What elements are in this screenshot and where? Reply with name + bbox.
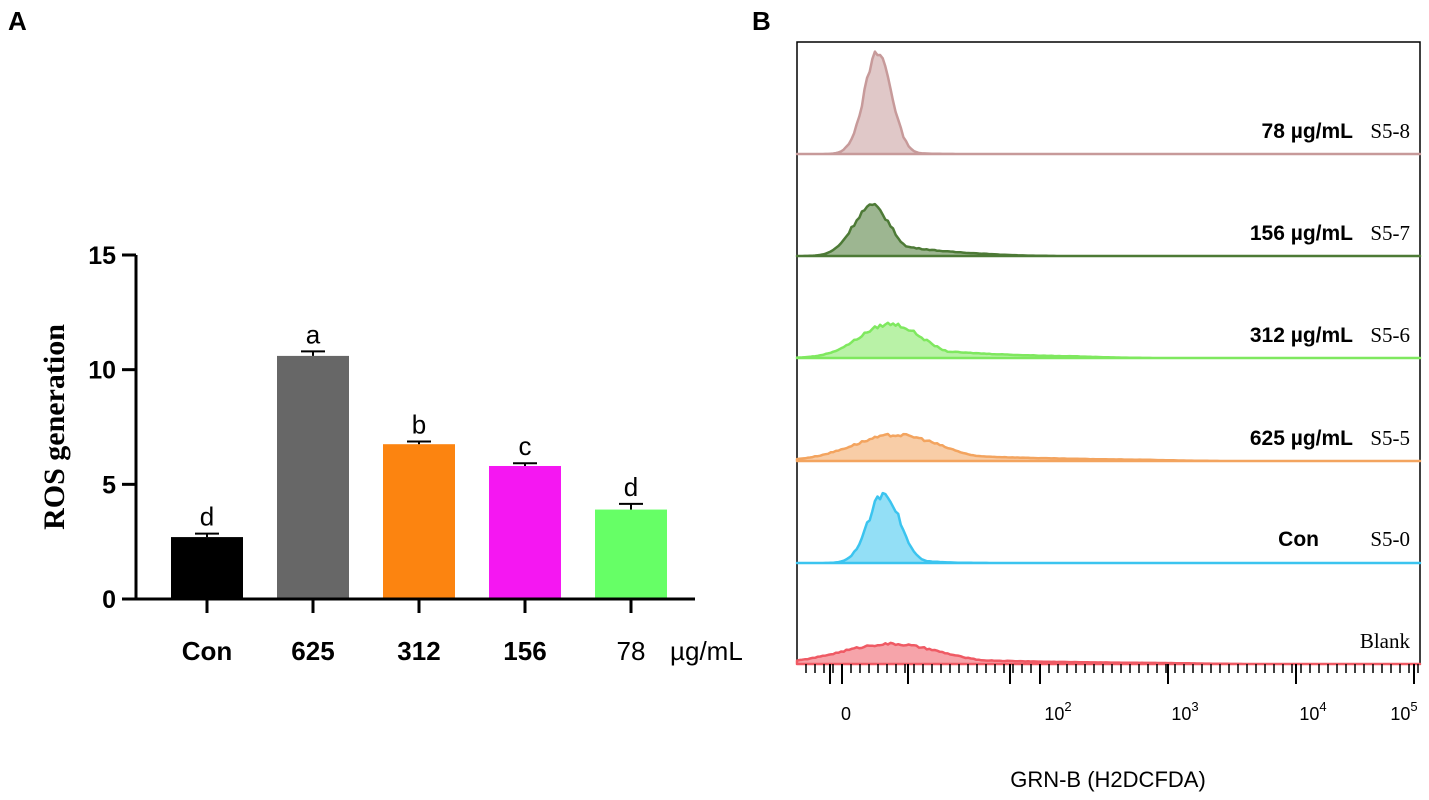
histogram-curve — [795, 202, 1422, 258]
sample-label: S5-5 — [1370, 426, 1410, 450]
sample-label: S5-7 — [1370, 221, 1410, 245]
error-bars-group — [195, 350, 643, 538]
x-ticks: Con 625 312 156 78 — [182, 599, 646, 666]
bars-group — [171, 355, 667, 599]
significance-letter: b — [412, 409, 426, 439]
x-tick-label: 0 — [841, 704, 851, 724]
dose-label: 625 µg/mL — [1250, 427, 1353, 450]
y-tick-label: 15 — [88, 242, 116, 270]
unit-label: µg/mL — [670, 636, 743, 666]
significance-letters: d a b c d — [200, 319, 638, 531]
x-tick-labels: 0 102 103 104 105 — [841, 699, 1418, 724]
significance-letter: d — [200, 502, 214, 532]
dose-label: 312 µg/mL — [1250, 324, 1353, 347]
histogram-S5-7: 156 µg/mL S5-7 — [795, 202, 1422, 258]
y-tick-label: 10 — [88, 357, 116, 385]
category-label: 78 — [617, 636, 646, 666]
bar-Con — [171, 537, 243, 599]
histogram-S5-5: 625 µg/mL S5-5 — [795, 426, 1422, 463]
histogram-series: 78 µg/mL S5-8 156 µg/mL S5-7 312 µg/mL S5-6 62… — [795, 50, 1422, 666]
category-label: Con — [182, 636, 233, 666]
category-label: 625 — [291, 636, 334, 666]
sample-label: S5-8 — [1370, 119, 1410, 143]
x-minor-ticks — [805, 664, 1419, 684]
histogram-S5-6: 312 µg/mL S5-6 — [795, 321, 1422, 360]
x-tick-label: 102 — [1044, 699, 1071, 724]
histogram-Blank: Blank — [795, 629, 1422, 666]
panel-a-label: A — [8, 6, 27, 36]
y-tick-label: 5 — [102, 471, 116, 499]
significance-letter: a — [306, 319, 321, 349]
histogram-curve — [795, 432, 1422, 463]
dose-label: 156 µg/mL — [1250, 222, 1353, 245]
category-label: 312 — [397, 636, 440, 666]
category-label: 156 — [503, 636, 546, 666]
significance-letter: d — [624, 472, 638, 502]
histogram-curve — [795, 50, 1422, 156]
y-ticks: 0 5 10 15 — [88, 242, 136, 614]
histogram-S5-0: Con S5-0 — [795, 491, 1422, 565]
bar-78 — [595, 509, 667, 599]
bar-625 — [277, 355, 349, 599]
bar-chart-ros: d a b c d 0 5 10 15 Con 625 312 156 78 ROS generati… — [38, 242, 743, 666]
histogram-curve — [795, 491, 1422, 565]
panel-b-label: B — [752, 6, 771, 36]
bar-156 — [489, 465, 561, 599]
x-tick-label: 104 — [1299, 699, 1326, 724]
x-axis-label: GRN-B (H2DCFDA) — [1010, 767, 1206, 792]
dose-label: 78 µg/mL — [1262, 120, 1354, 143]
sample-label: S5-0 — [1370, 527, 1410, 551]
histogram-panel: 78 µg/mL S5-8 156 µg/mL S5-7 312 µg/mL S5-6 62… — [795, 41, 1422, 792]
histogram-curve — [795, 321, 1422, 360]
dose-label: Con — [1278, 528, 1319, 551]
sample-label: Blank — [1360, 629, 1411, 653]
x-tick-label: 103 — [1171, 699, 1198, 724]
bar-312 — [383, 444, 455, 599]
sample-label: S5-6 — [1370, 323, 1410, 347]
x-tick-label: 105 — [1390, 699, 1417, 724]
histogram-curve — [795, 641, 1422, 666]
histogram-S5-8: 78 µg/mL S5-8 — [795, 50, 1422, 156]
significance-letter: c — [519, 431, 532, 461]
y-axis-label: ROS generation — [38, 324, 71, 530]
y-tick-label: 0 — [102, 586, 116, 614]
